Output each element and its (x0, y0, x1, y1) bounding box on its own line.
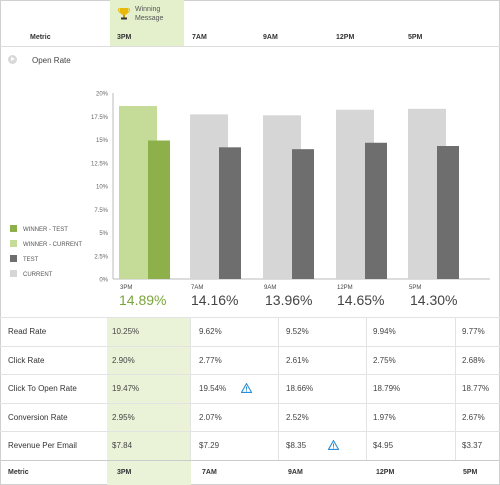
metric-row: Click Rate 2.90% 2.77% 2.61% 2.75% 2.68% (0, 345, 500, 375)
warning-icon[interactable] (328, 440, 339, 450)
metric-cell: 2.77% (199, 355, 222, 365)
winner-column-table-highlight (107, 317, 191, 485)
winner-column-header-highlight (110, 0, 184, 47)
legend-label-winner-test: WINNER - TEST (23, 227, 68, 233)
metric-row-label: Revenue Per Email (8, 441, 77, 450)
time-header-9am: 9AM (263, 34, 278, 41)
y-tick-label: 10% (96, 185, 109, 191)
y-tick-label: 20% (96, 92, 109, 98)
metric-row-label: Read Rate (8, 327, 47, 336)
open-rate-value-7am: 14.16% (191, 292, 239, 308)
y-tick-label: 12.5% (91, 161, 109, 167)
bar-test-9am (292, 149, 314, 279)
legend-swatch-winner-test (10, 225, 17, 232)
y-tick-label: 0% (99, 278, 108, 284)
metric-cell: 2.07% (199, 412, 222, 422)
footer-time-3pm: 3PM (117, 469, 132, 476)
x-tick-label-5pm: 5PM (409, 285, 421, 290)
time-header-12pm: 12PM (336, 34, 355, 41)
metric-cell: $4.95 (373, 441, 394, 450)
time-header-5pm: 5PM (408, 34, 423, 41)
metric-cell: 9.77% (462, 327, 485, 336)
metric-cell: 1.97% (373, 412, 396, 422)
column-divider (190, 317, 191, 460)
y-tick-label: 5% (99, 231, 108, 237)
footer-time-5pm: 5PM (463, 469, 478, 476)
legend-winner-current: WINNER - CURRENT (10, 240, 82, 248)
open-rate-value-3pm: 14.89% (119, 292, 167, 308)
winning-message-label: Winning Message (135, 6, 164, 22)
open-rate-chart: 20% 17.5% 15% 12.5% 10% 7.5% 5% 2.5% 0% 3PM 7AM 9AM… (91, 92, 490, 290)
open-rate-value-12pm: 14.65% (337, 292, 385, 308)
metric-cell: 10.25% (112, 327, 140, 336)
metric-footer-label: Metric (8, 469, 29, 476)
bar-test-3pm (148, 140, 170, 279)
y-tick-label: 2.5% (94, 254, 108, 260)
bar-test-5pm (437, 146, 459, 279)
metric-cell: $7.29 (199, 441, 220, 450)
warning-icon[interactable] (241, 383, 252, 393)
time-header-7am: 7AM (192, 34, 207, 41)
time-header-3pm: 3PM (117, 34, 132, 41)
metric-row-label: Conversion Rate (8, 412, 68, 422)
y-tick-label: 17.5% (91, 115, 109, 121)
metric-row-label: Click To Open Rate (8, 384, 77, 393)
metric-row: Revenue Per Email $7.84 $7.29 $8.35 $4.95 $3.… (0, 431, 500, 460)
metric-cell: 2.61% (286, 355, 309, 365)
legend-label-current: CURRENT (23, 272, 53, 278)
metric-cell: 19.54% (199, 384, 227, 393)
metric-cell: 2.95% (112, 412, 135, 422)
metric-cell: 2.52% (286, 412, 309, 422)
metric-cell: 18.79% (373, 384, 401, 393)
metric-row-label: Click Rate (8, 355, 45, 365)
metric-cell: 19.47% (112, 384, 140, 393)
trophy-icon (118, 8, 130, 20)
column-divider (455, 317, 456, 460)
metric-cell: $8.35 (286, 441, 307, 450)
column-divider (278, 317, 279, 460)
footer-time-7am: 7AM (202, 469, 217, 476)
legend-swatch-winner-current (10, 240, 17, 247)
metric-cell: 9.52% (286, 327, 309, 336)
metric-cell: 9.94% (373, 327, 396, 336)
metric-header-row (0, 25, 500, 47)
metric-cell: 2.75% (373, 355, 396, 365)
legend-label-test: TEST (23, 257, 39, 263)
metric-footer-row (0, 460, 500, 485)
y-tick-label: 15% (96, 138, 109, 144)
metric-row: Read Rate 10.25% 9.62% 9.52% 9.94% 9.77% (0, 317, 500, 346)
legend-label-winner-current: WINNER - CURRENT (23, 242, 82, 248)
footer-time-12pm: 12PM (376, 469, 395, 476)
open-rate-label: Open Rate (32, 56, 71, 65)
x-tick-label-9am: 9AM (264, 285, 276, 290)
metric-cell: 9.62% (199, 327, 222, 336)
column-divider (366, 317, 367, 460)
metric-row: Click To Open Rate 19.47% 19.54% 18.66% 18.7… (0, 374, 500, 403)
metric-cell: 2.67% (462, 412, 485, 422)
metric-cell: 2.68% (462, 355, 485, 365)
metric-cell: 18.66% (286, 384, 314, 393)
legend-winner-test: WINNER - TEST (10, 225, 68, 233)
bar-test-7am (219, 147, 241, 279)
y-tick-label: 7.5% (94, 208, 108, 214)
footer-time-9am: 9AM (288, 469, 303, 476)
legend-test: TEST (10, 255, 38, 263)
legend-swatch-test (10, 255, 17, 262)
legend-current: CURRENT (10, 270, 52, 278)
x-tick-label-12pm: 12PM (337, 285, 353, 290)
x-tick-label-3pm: 3PM (120, 285, 132, 290)
expand-toggle-icon[interactable] (8, 55, 17, 64)
x-tick-label-7am: 7AM (191, 285, 203, 290)
bar-test-12pm (365, 142, 387, 279)
metric-cell: $3.37 (462, 441, 483, 450)
open-rate-value-5pm: 14.30% (410, 292, 458, 308)
metric-cell: 18.77% (462, 384, 490, 393)
legend-swatch-current (10, 270, 17, 277)
metric-row: Conversion Rate 2.95% 2.07% 2.52% 1.97% 2.67% (0, 402, 500, 432)
metric-cell: 2.90% (112, 355, 135, 365)
metric-column-header: Metric (30, 34, 51, 41)
open-rate-value-9am: 13.96% (265, 292, 313, 308)
metric-cell: $7.84 (112, 441, 133, 450)
